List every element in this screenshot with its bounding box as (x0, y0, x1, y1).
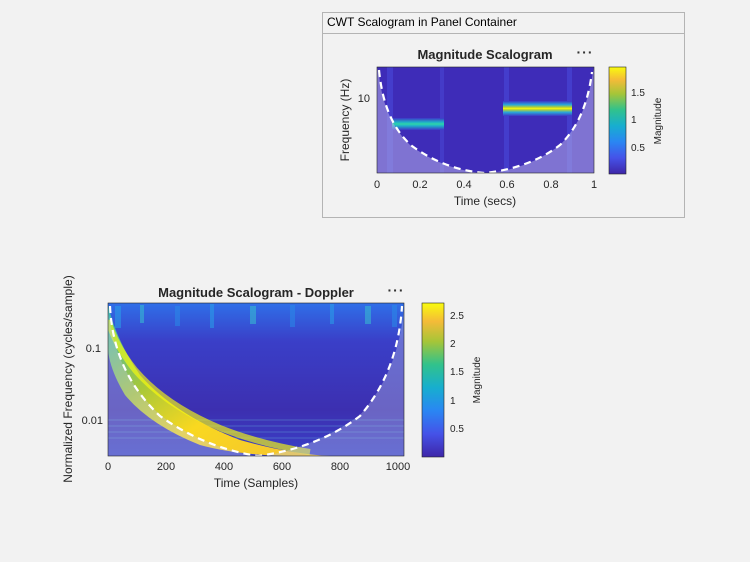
svg-text:0.2: 0.2 (412, 179, 427, 191)
plot-title: Magnitude Scalogram - Doppler (158, 285, 354, 300)
colorbar-tick: 0.5 (631, 143, 645, 154)
colorbar-tick: 1 (450, 396, 456, 407)
chirp-ridge (108, 305, 330, 456)
x-axis-ticks: 0 200 400 600 800 1000 (105, 461, 410, 473)
y-axis-label: Frequency (Hz) (338, 79, 352, 162)
colorbar[interactable] (608, 66, 627, 175)
ellipsis-icon[interactable]: ··· (388, 282, 405, 298)
svg-text:200: 200 (157, 461, 175, 473)
y-axis-label: Normalized Frequency (cycles/sample) (61, 275, 75, 482)
scalogram-heatmap (108, 303, 404, 456)
svg-text:1: 1 (591, 179, 597, 191)
colorbar[interactable] (421, 302, 445, 458)
cone-of-influence (377, 69, 594, 173)
svg-text:0.6: 0.6 (499, 179, 514, 191)
panel-title-divider (323, 33, 684, 34)
y-tick-label: 0.01 (82, 415, 103, 427)
signal-band-low (392, 118, 444, 130)
ellipsis-icon[interactable]: ··· (577, 44, 594, 60)
colorbar-tick: 1.5 (631, 88, 645, 99)
svg-text:800: 800 (331, 461, 349, 473)
scalogram-plot-doppler[interactable]: Magnitude Scalogram - Doppler ··· (61, 275, 483, 490)
plot-title: Magnitude Scalogram (417, 47, 552, 62)
panel-title: CWT Scalogram in Panel Container (327, 15, 517, 29)
scalogram-plot-top[interactable]: Magnitude Scalogram ··· 0 0.2 0.4 0.6 0.… (338, 44, 664, 208)
x-axis-label: Time (Samples) (214, 476, 298, 490)
y-tick-label: 0.1 (86, 343, 101, 355)
x-axis-label: Time (secs) (454, 194, 516, 208)
colorbar-tick: 2 (450, 339, 456, 350)
colorbar-tick: 2.5 (450, 311, 464, 322)
colorbar-label: Magnitude (653, 97, 664, 144)
y-tick-label: 10 (358, 93, 370, 105)
svg-text:1000: 1000 (386, 461, 410, 473)
signal-band-high (503, 101, 572, 116)
colorbar-tick: 0.5 (450, 424, 464, 435)
svg-text:0.8: 0.8 (543, 179, 558, 191)
svg-text:0: 0 (105, 461, 111, 473)
svg-text:600: 600 (273, 461, 291, 473)
svg-text:0.4: 0.4 (456, 179, 471, 191)
svg-text:0: 0 (374, 179, 380, 191)
svg-text:400: 400 (215, 461, 233, 473)
colorbar-label: Magnitude (472, 356, 483, 403)
colorbar-tick: 1 (631, 115, 637, 126)
x-axis-ticks: 0 0.2 0.4 0.6 0.8 1 (374, 179, 597, 191)
colorbar-tick: 1.5 (450, 367, 464, 378)
